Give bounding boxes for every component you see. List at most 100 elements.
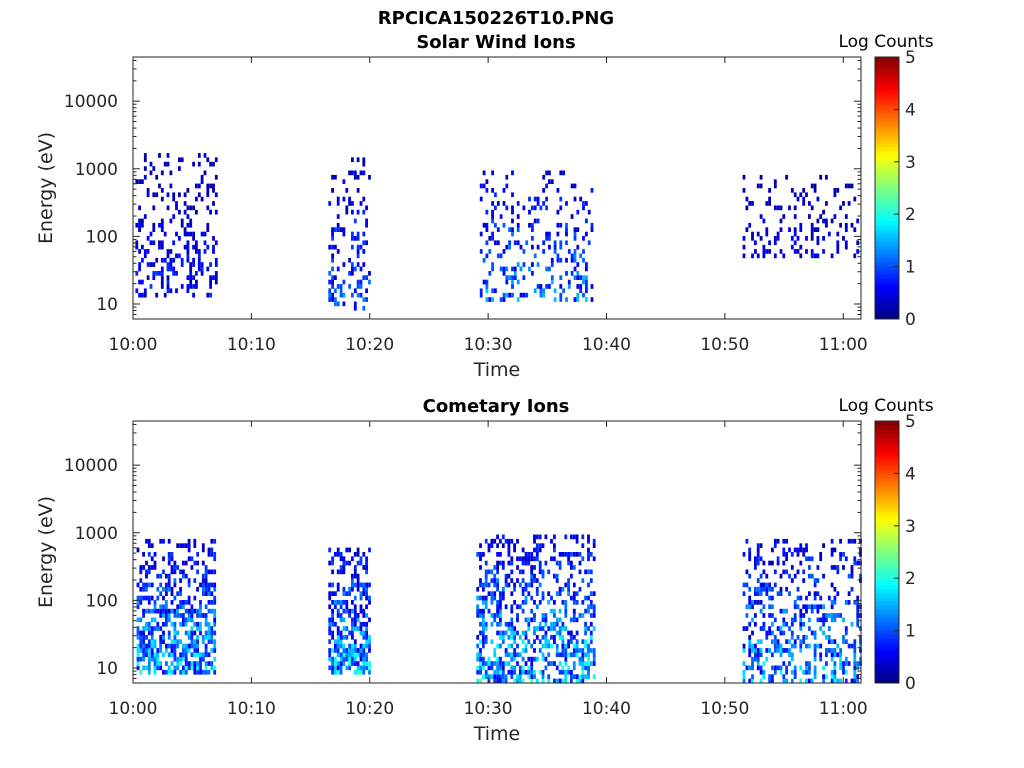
heatmap-cell — [339, 669, 343, 675]
colorbar-tick-label: 0 — [905, 310, 916, 330]
heatmap-cell — [353, 288, 357, 294]
heatmap-cell — [762, 569, 766, 575]
heatmap-cell — [808, 661, 811, 666]
heatmap-cell — [167, 617, 171, 623]
heatmap-cell — [173, 665, 177, 671]
heatmap-cell — [210, 626, 214, 631]
heatmap-cell — [213, 538, 217, 544]
heatmap-cell — [822, 674, 825, 679]
heatmap-cell — [139, 565, 143, 570]
heatmap-cell — [334, 301, 337, 307]
heatmap-cell — [799, 643, 803, 649]
heatmap-cell — [204, 591, 208, 596]
heatmap-cell — [541, 643, 545, 649]
heatmap-cell — [839, 205, 842, 211]
heatmap-cell — [339, 630, 343, 636]
heatmap-cell — [773, 205, 777, 211]
heatmap-cell — [496, 643, 499, 649]
y-tick-label: 10000 — [64, 456, 118, 476]
heatmap-cell — [805, 249, 808, 254]
heatmap-cell — [585, 266, 588, 272]
heatmap-cell — [187, 643, 191, 649]
heatmap-cell — [476, 586, 480, 592]
heatmap-cell — [771, 586, 774, 592]
heatmap-cell — [139, 648, 143, 653]
heatmap-cell — [156, 648, 160, 653]
heatmap-cell — [136, 547, 140, 553]
heatmap-cell — [808, 643, 811, 649]
heatmap-cell — [847, 201, 851, 206]
heatmap-cell — [170, 565, 174, 570]
heatmap-cell — [159, 613, 163, 618]
heatmap-cell — [518, 665, 522, 671]
heatmap-cell — [567, 560, 570, 566]
heatmap-cell — [524, 560, 528, 566]
heatmap-cell — [336, 569, 340, 575]
heatmap-cell — [189, 284, 193, 289]
heatmap-cell — [362, 635, 366, 640]
heatmap-cell — [178, 166, 181, 171]
heatmap-cell — [493, 674, 497, 679]
heatmap-cell — [788, 205, 791, 211]
colorbar-segment — [875, 646, 899, 651]
heatmap-cell — [136, 656, 140, 662]
heatmap-cell — [353, 595, 357, 601]
heatmap-cell — [147, 569, 151, 575]
heatmap-cell — [799, 608, 803, 614]
heatmap-cell — [193, 608, 197, 614]
heatmap-cell — [810, 678, 814, 684]
heatmap-cell — [564, 604, 568, 610]
heatmap-cell — [819, 214, 823, 219]
heatmap-cell — [356, 547, 360, 553]
heatmap-cell — [190, 630, 194, 636]
heatmap-cell — [365, 297, 368, 302]
heatmap-cell — [139, 639, 143, 644]
colorbar-box — [874, 420, 900, 684]
heatmap-cell — [199, 630, 202, 636]
heatmap-cell — [510, 608, 514, 614]
heatmap-cell — [201, 613, 205, 618]
heatmap-cell — [547, 569, 551, 575]
colorbar-segment — [875, 220, 899, 226]
heatmap-cell — [533, 617, 536, 623]
heatmap-cell — [836, 249, 840, 254]
x-tick-label: 10:10 — [227, 335, 276, 355]
heatmap-cell — [173, 639, 177, 644]
heatmap-cell — [487, 591, 491, 596]
heatmap-cell — [187, 608, 191, 614]
heatmap-cell — [504, 604, 508, 610]
heatmap-cell — [847, 573, 851, 579]
heatmap-cell — [331, 600, 334, 605]
heatmap-cell — [476, 643, 480, 649]
heatmap-cell — [328, 626, 332, 631]
heatmap-cell — [842, 665, 845, 671]
heatmap-cell — [587, 608, 590, 614]
heatmap-cell — [842, 661, 845, 666]
heatmap-cell — [839, 661, 842, 666]
heatmap-cell — [149, 170, 153, 176]
heatmap-cell — [518, 556, 522, 562]
heatmap-cell — [773, 179, 777, 184]
heatmap-cell — [541, 626, 545, 631]
heatmap-cell — [353, 301, 357, 307]
colorbar-segment — [875, 151, 899, 156]
heatmap-cell — [187, 648, 191, 653]
heatmap-cell — [853, 560, 857, 566]
heatmap-cell — [156, 621, 160, 627]
heatmap-cell — [501, 678, 505, 684]
heatmap-cell — [589, 621, 593, 627]
heatmap-cell — [587, 604, 590, 610]
heatmap-cell — [827, 595, 831, 601]
heatmap-cell — [485, 188, 489, 193]
heatmap-cell — [136, 626, 140, 631]
heatmap-cell — [214, 262, 218, 267]
heatmap-cell — [585, 262, 588, 267]
heatmap-cell — [521, 608, 525, 614]
heatmap-cell — [830, 678, 834, 684]
heatmap-cell — [581, 534, 585, 540]
heatmap-cell — [802, 578, 806, 583]
heatmap-cell — [342, 231, 346, 237]
heatmap-cell — [850, 678, 854, 684]
heatmap-cell — [521, 591, 525, 596]
heatmap-cell — [356, 188, 360, 193]
